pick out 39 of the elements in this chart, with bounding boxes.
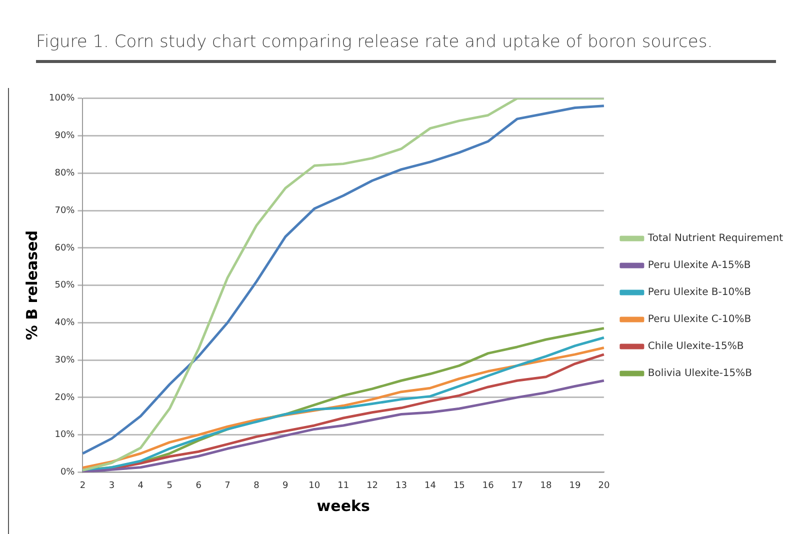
x-tick-label: 2: [80, 480, 86, 491]
y-tick-label: 60%: [54, 243, 76, 254]
y-tick-label: 90%: [54, 131, 76, 142]
x-tick-label: 11: [338, 480, 350, 491]
x-tick-label: 4: [138, 480, 144, 491]
x-tick-label: 15: [453, 480, 465, 491]
y-tick-label: 100%: [48, 94, 76, 104]
legend-label: Bolivia Ulexite-15%B: [648, 368, 752, 380]
y-tick-label: 20%: [54, 392, 76, 403]
x-tick-label: 5: [166, 480, 172, 491]
y-tick-label: 30%: [54, 355, 76, 366]
y-tick-label: 50%: [54, 280, 76, 291]
x-tick-label: 6: [196, 480, 202, 491]
legend-label: Peru Ulexite B-10%B: [648, 287, 752, 298]
x-tick-label: 14: [424, 480, 436, 491]
x-tick-label: 10: [308, 480, 320, 491]
y-tick-label: 40%: [54, 318, 76, 328]
y-tick-label: 70%: [54, 206, 76, 216]
legend-label: Chile Ulexite-15%B: [648, 341, 744, 352]
x-tick-label: 3: [108, 480, 115, 491]
x-tick-label: 7: [224, 480, 230, 491]
legend-label: Total Nutrient Requirement: [646, 233, 784, 244]
x-axis-title: weeks: [316, 496, 370, 515]
x-tick-label: 17: [511, 480, 523, 491]
legend-label: Peru Ulexite A-15%B: [648, 260, 751, 272]
x-tick-label: 16: [482, 480, 494, 491]
x-tick-label: 12: [366, 480, 378, 491]
x-tick-label: 20: [598, 480, 610, 491]
y-tick-label: 10%: [54, 430, 76, 440]
x-tick-label: 9: [282, 480, 289, 491]
legend-label: Peru Ulexite C-10%B: [648, 314, 752, 326]
x-tick-label: 13: [396, 480, 407, 491]
x-tick-label: 19: [569, 480, 581, 491]
y-tick-label: 0%: [60, 468, 76, 478]
y-tick-label: 80%: [54, 168, 76, 179]
x-tick-label: 8: [254, 480, 260, 491]
y-axis-title: % B released: [22, 230, 41, 340]
x-tick-label: 18: [540, 480, 552, 491]
chart-title: Figure 1. Corn study chart comparing release rate and uptake of boron sources.: [36, 32, 776, 63]
